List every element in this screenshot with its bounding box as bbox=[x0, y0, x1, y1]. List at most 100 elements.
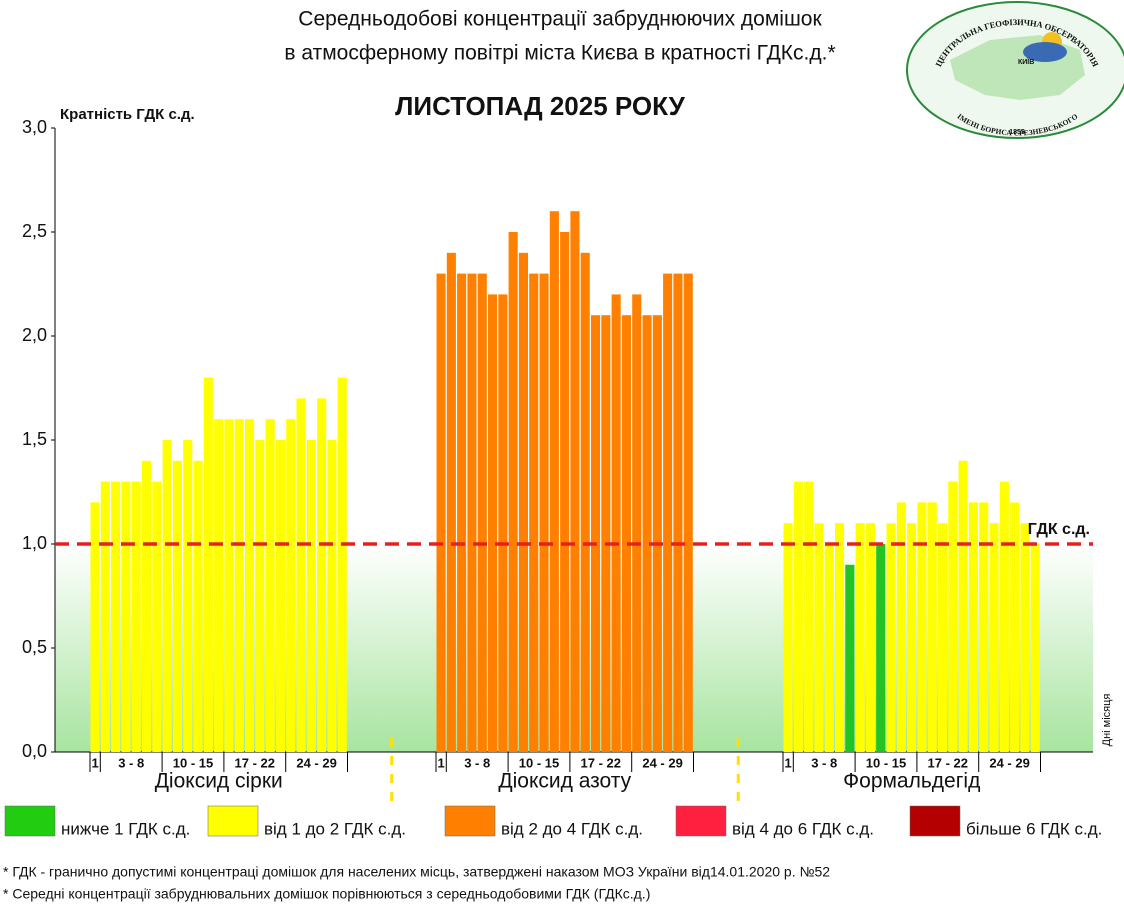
bar bbox=[948, 481, 958, 752]
legend-label: від 1 до 2 ГДК с.д. bbox=[264, 819, 406, 838]
series-name: Діоксид азоту bbox=[498, 770, 631, 793]
bar bbox=[306, 440, 316, 752]
bar bbox=[793, 481, 803, 752]
series-name: Діоксид сірки bbox=[155, 770, 283, 793]
bar bbox=[683, 273, 693, 752]
bar bbox=[172, 460, 182, 752]
bar bbox=[783, 523, 793, 752]
bar bbox=[162, 440, 172, 752]
day-label: 24 - 29 bbox=[989, 755, 1029, 770]
bar bbox=[835, 523, 845, 752]
bar bbox=[529, 273, 539, 752]
day-label: 24 - 29 bbox=[642, 755, 682, 770]
bar bbox=[570, 211, 580, 752]
bar bbox=[560, 232, 570, 752]
day-label: 17 - 22 bbox=[581, 755, 621, 770]
bar bbox=[327, 440, 337, 752]
y-tick-label: 3,0 bbox=[22, 117, 47, 137]
bar bbox=[436, 273, 446, 752]
logo-cloud bbox=[1023, 42, 1067, 62]
legend-swatch bbox=[207, 805, 259, 837]
bar bbox=[255, 440, 265, 752]
y-tick-label: 2,5 bbox=[22, 221, 47, 241]
y-axis-label: Кратність ГДК с.д. bbox=[60, 106, 195, 123]
bar bbox=[245, 419, 255, 752]
legend-label: нижче 1 ГДК с.д. bbox=[61, 819, 190, 838]
bar bbox=[90, 502, 100, 752]
footnote: * ГДК - гранично допустимі концентраці д… bbox=[3, 864, 830, 880]
bar bbox=[865, 523, 875, 752]
bar bbox=[804, 481, 814, 752]
bar bbox=[958, 460, 968, 752]
y-tick-label: 1,5 bbox=[22, 429, 47, 449]
legend-swatch bbox=[909, 805, 961, 837]
bar bbox=[488, 294, 498, 752]
day-label: 10 - 15 bbox=[866, 755, 906, 770]
subtitle: ЛИСТОПАД 2025 РОКУ bbox=[395, 91, 685, 121]
bar bbox=[498, 294, 508, 752]
legend-label: від 2 до 4 ГДК с.д. bbox=[501, 819, 643, 838]
day-label: 17 - 22 bbox=[928, 755, 968, 770]
bar bbox=[457, 273, 467, 752]
bar bbox=[111, 481, 121, 752]
bar bbox=[337, 377, 347, 752]
logo-city: КИЇВ bbox=[1018, 58, 1034, 66]
title-line: в атмосферному повітрі міста Києва в кра… bbox=[284, 42, 835, 65]
bar bbox=[203, 377, 213, 752]
day-label: 1 bbox=[438, 755, 445, 770]
bar bbox=[549, 211, 559, 752]
bar bbox=[296, 398, 306, 752]
bar bbox=[855, 523, 865, 752]
bar bbox=[265, 419, 275, 752]
bar bbox=[621, 315, 631, 752]
bar bbox=[591, 315, 601, 752]
bar bbox=[224, 419, 234, 752]
bar bbox=[1020, 523, 1030, 752]
series-name: Формальдегід bbox=[843, 770, 980, 793]
bar bbox=[968, 502, 978, 752]
bar bbox=[508, 232, 518, 752]
bar bbox=[100, 481, 110, 752]
bar bbox=[317, 398, 327, 752]
bar bbox=[896, 502, 906, 752]
bar bbox=[652, 315, 662, 752]
bar bbox=[601, 315, 611, 752]
bar bbox=[467, 273, 477, 752]
day-label: 1 bbox=[92, 755, 99, 770]
y-tick-label: 2,0 bbox=[22, 325, 47, 345]
bar bbox=[234, 419, 244, 752]
bar bbox=[927, 502, 937, 752]
bar bbox=[999, 481, 1009, 752]
logo-year: 1855 bbox=[1009, 129, 1025, 136]
bar bbox=[446, 252, 456, 753]
y-tick-label: 0,0 bbox=[22, 741, 47, 761]
bar bbox=[183, 440, 193, 752]
bar bbox=[845, 564, 855, 752]
bar bbox=[286, 419, 296, 752]
bar bbox=[275, 440, 285, 752]
bar bbox=[142, 460, 152, 752]
bar bbox=[632, 294, 642, 752]
y-tick-label: 0,5 bbox=[22, 637, 47, 657]
day-label: 3 - 8 bbox=[464, 755, 490, 770]
y-tick-label: 1,0 bbox=[22, 533, 47, 553]
bar bbox=[580, 252, 590, 753]
day-label: 17 - 22 bbox=[235, 755, 275, 770]
bar bbox=[1030, 544, 1040, 752]
bar bbox=[214, 419, 224, 752]
bar bbox=[886, 523, 896, 752]
bar bbox=[518, 252, 528, 753]
bar bbox=[938, 523, 948, 752]
legend-swatch bbox=[444, 805, 496, 837]
day-label: 1 bbox=[785, 755, 792, 770]
title-line: Середньодобові концентрації забруднюючих… bbox=[298, 8, 822, 31]
legend-swatch bbox=[675, 805, 727, 837]
bar bbox=[989, 523, 999, 752]
day-label: 10 - 15 bbox=[173, 755, 213, 770]
legend-swatch bbox=[4, 805, 56, 837]
bar bbox=[824, 544, 834, 752]
day-label: 3 - 8 bbox=[118, 755, 144, 770]
bar bbox=[673, 273, 683, 752]
bar bbox=[131, 481, 141, 752]
bar bbox=[611, 294, 621, 752]
